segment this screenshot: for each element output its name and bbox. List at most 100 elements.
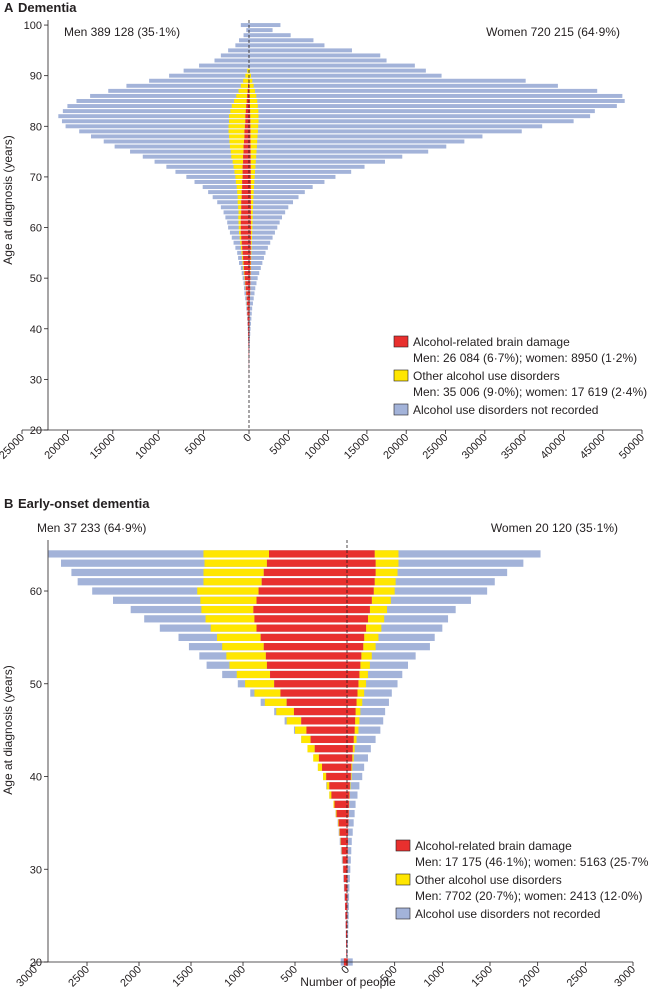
- men-bar-arbd-24: [345, 921, 347, 929]
- x-tick-label-women-30000: 30000: [460, 432, 490, 462]
- men-bar-arbd-40: [248, 326, 249, 331]
- women-bar-other-aud-78: [250, 134, 258, 139]
- women-bar-not-recorded-89: [249, 78, 526, 83]
- panel-a-y-axis-label: Age at diagnosis (years): [1, 135, 15, 264]
- men-bar-other-aud-43: [307, 745, 315, 753]
- men-bar-arbd-57: [254, 615, 347, 623]
- y-tick-label-40: 40: [30, 772, 42, 784]
- women-bar-not-recorded-96: [249, 43, 325, 48]
- men-bar-arbd-29: [343, 874, 347, 883]
- women-bar-arbd-52: [249, 266, 251, 270]
- men-bar-not-recorded-81: [61, 119, 250, 124]
- women-bar-arbd-84: [249, 104, 250, 109]
- women-bar-arbd-61: [249, 220, 252, 225]
- women-bar-other-aud-67: [250, 190, 254, 195]
- women-bar-not-recorded-28: [347, 884, 350, 892]
- men-bar-other-aud-86: [236, 93, 248, 98]
- men-bar-other-aud-52: [229, 661, 267, 669]
- men-bar-other-aud-61: [203, 578, 262, 586]
- women-bar-not-recorded-69: [249, 180, 325, 184]
- men-bar-arbd-43: [314, 745, 347, 753]
- men-bar-arbd-63: [241, 210, 249, 215]
- women-bar-not-recorded-43: [347, 745, 371, 753]
- women-bar-arbd-62: [347, 568, 376, 577]
- women-bar-other-aud-61: [374, 578, 396, 586]
- men-bar-arbd-61: [240, 220, 249, 225]
- women-bar-not-recorded-58: [347, 605, 456, 614]
- men-bar-arbd-77: [244, 139, 249, 144]
- women-bar-not-recorded-92: [249, 63, 415, 68]
- women-bar-not-recorded-30: [347, 865, 351, 873]
- men-bar-arbd-59: [240, 230, 249, 235]
- women-bar-other-aud-57: [250, 240, 252, 245]
- men-bar-other-aud-53: [226, 652, 266, 660]
- men-bar-not-recorded-87: [108, 88, 249, 93]
- x-tick-label-women-50000: 50000: [617, 432, 647, 462]
- men-bar-not-recorded-79: [79, 129, 249, 134]
- women-bar-not-recorded-60: [249, 225, 278, 230]
- men-bar-arbd-80: [244, 124, 249, 129]
- men-bar-arbd-25: [345, 912, 347, 920]
- men-bar-not-recorded-84: [67, 104, 250, 109]
- women-bar-not-recorded-80: [249, 124, 543, 129]
- men-bar-arbd-33: [340, 837, 347, 846]
- panel-a-legend-swatch-red: [393, 335, 409, 348]
- women-bar-other-aud-54: [250, 255, 252, 260]
- women-bar-arbd-57: [249, 240, 251, 245]
- men-bar-arbd-70: [242, 174, 249, 179]
- men-bar-other-aud-68: [236, 185, 243, 190]
- women-bar-not-recorded-59: [347, 596, 471, 604]
- men-bar-other-aud-54: [242, 255, 244, 260]
- women-bar-not-recorded-38: [347, 791, 358, 799]
- panel-a-women-label: Women 720 215 (64·9%): [486, 25, 620, 39]
- women-bar-not-recorded-66: [249, 195, 299, 200]
- women-bar-not-recorded-83: [249, 109, 595, 114]
- men-bar-arbd-52: [266, 661, 347, 669]
- men-bar-not-recorded-95: [228, 48, 249, 53]
- women-bar-other-aud-65: [250, 200, 254, 205]
- men-bar-other-aud-83: [230, 109, 246, 114]
- y-tick-label-60: 60: [30, 586, 42, 598]
- men-bar-arbd-53: [265, 652, 347, 660]
- men-bar-arbd-72: [242, 164, 249, 169]
- panel-b-legend: Alcohol-related brain damage Men: 17 175…: [395, 839, 648, 921]
- women-bar-other-aud-76: [250, 144, 257, 149]
- x-tick-label-women-35000: 35000: [499, 432, 529, 462]
- men-bar-other-aud-63: [204, 559, 267, 567]
- men-bar-not-recorded-89: [149, 78, 249, 83]
- x-tick-label-men-1000: 1000: [222, 964, 248, 990]
- men-bar-not-recorded-68: [202, 185, 249, 190]
- women-bar-other-aud-74: [250, 154, 257, 159]
- women-bar-not-recorded-44: [249, 306, 253, 311]
- women-bar-not-recorded-99: [249, 28, 273, 33]
- panel-a-legend: Alcohol-related brain damage Men: 26 084…: [393, 335, 647, 417]
- men-bar-other-aud-54: [222, 643, 264, 651]
- men-bar-arbd-34: [339, 828, 347, 836]
- men-bar-not-recorded-97: [239, 38, 249, 43]
- women-bar-other-aud-77: [250, 139, 258, 144]
- men-bar-other-aud-48: [264, 698, 287, 706]
- men-bar-arbd-63: [266, 559, 347, 567]
- men-bar-arbd-84: [246, 104, 249, 109]
- men-bar-arbd-41: [322, 763, 347, 771]
- men-bar-other-aud-81: [229, 119, 246, 124]
- men-bar-other-aud-88: [240, 83, 249, 88]
- men-bar-not-recorded-91: [183, 68, 249, 73]
- men-bar-arbd-79: [244, 129, 249, 134]
- women-bar-not-recorded-86: [249, 93, 623, 98]
- panel-a-legend-swatch-yellow: [393, 369, 409, 382]
- men-bar-not-recorded-82: [58, 114, 249, 119]
- women-bar-arbd-44: [347, 735, 354, 744]
- men-bar-not-recorded-100: [240, 23, 249, 28]
- y-tick-label-50: 50: [30, 273, 42, 285]
- men-bar-not-recorded-90: [169, 73, 249, 78]
- men-bar-other-aud-77: [229, 139, 245, 144]
- y-tick-label-80: 80: [30, 121, 42, 133]
- women-bar-not-recorded-68: [249, 185, 313, 190]
- men-bar-not-recorded-62: [225, 215, 249, 220]
- men-bar-other-aud-58: [239, 235, 242, 240]
- x-tick-label-women-45000: 45000: [578, 432, 608, 462]
- women-bar-arbd-60: [347, 587, 374, 595]
- women-bar-arbd-74: [249, 154, 251, 159]
- women-bar-arbd-59: [249, 230, 252, 235]
